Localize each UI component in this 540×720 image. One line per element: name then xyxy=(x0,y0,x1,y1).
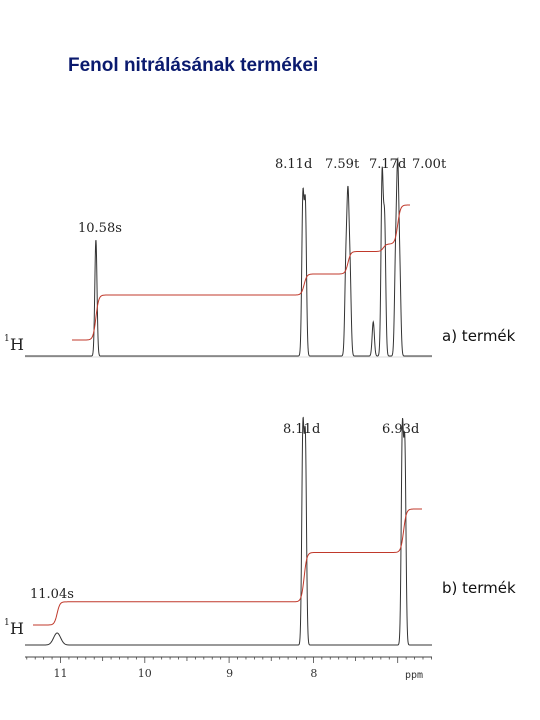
nucleus-a-symbol: H xyxy=(10,335,24,354)
peak-label-b-6-93: 6.93d xyxy=(382,422,419,437)
product-label-b: b) termék xyxy=(442,579,516,597)
nucleus-b-symbol: H xyxy=(10,619,24,638)
integral-a-curve xyxy=(72,204,410,341)
nucleus-a-mass: 1 xyxy=(4,334,10,344)
peak-label-a-7-59: 7.59t xyxy=(325,157,360,172)
peak-label-b-11-04: 11.04s xyxy=(30,587,74,602)
ppm-axis: 11 10 9 8 ppm xyxy=(25,656,432,681)
peak-label-a-8-11: 8.11d xyxy=(275,157,312,172)
tick-label-11: 11 xyxy=(54,667,68,680)
spectrum-a-trace xyxy=(25,156,432,357)
tick-label-9: 9 xyxy=(226,667,233,680)
spectrum-panel-a: 10.58s 8.11d 7.59t 7.17d 7.00t 1 H a) te… xyxy=(4,156,516,358)
peak-label-a-7-17: 7.17d xyxy=(369,157,406,172)
spectrum-panel-b: 11.04s 8.11d 6.93d 1 H b) termék xyxy=(4,416,516,646)
axis-unit-label: ppm xyxy=(405,670,423,681)
spectrum-b-trace xyxy=(25,416,432,646)
page-title: Fenol nitrálásának termékei xyxy=(68,55,319,76)
peak-label-a-7-00: 7.00t xyxy=(412,157,447,172)
nucleus-b-mass: 1 xyxy=(4,618,10,628)
integral-b-curve xyxy=(33,508,422,626)
tick-label-10: 10 xyxy=(138,667,152,680)
peak-label-a-10-58: 10.58s xyxy=(78,221,122,236)
product-label-a: a) termék xyxy=(442,327,516,345)
tick-label-8: 8 xyxy=(310,667,317,680)
peak-label-b-8-11: 8.11d xyxy=(283,422,320,437)
ppm-axis-ticks xyxy=(26,657,432,663)
